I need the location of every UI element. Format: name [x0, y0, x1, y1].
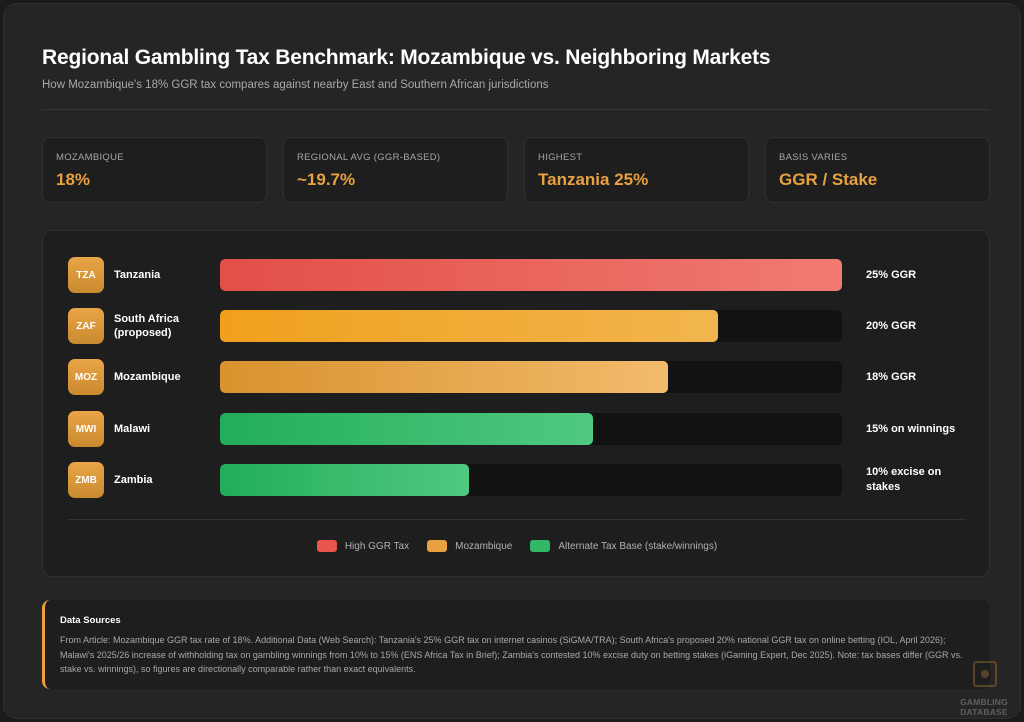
- legend-label: Mozambique: [455, 540, 513, 552]
- data-sources-panel: Data Sources From Article: Mozambique GG…: [42, 600, 990, 689]
- data-label: 20% GGR: [866, 319, 917, 332]
- sources-text: From Article: Mozambique GGR tax rate of…: [60, 635, 963, 674]
- page-subtitle: How Mozambique's 18% GGR tax compares ag…: [42, 79, 549, 91]
- bar-chart: TZA Tanzania 25% GGR ZAF South Africa (propo…: [42, 230, 990, 577]
- data-label: 25% GGR: [866, 268, 917, 281]
- stat-value: ~19.7%: [297, 170, 356, 189]
- bar: [220, 413, 593, 445]
- logo-icon: [973, 661, 997, 687]
- legend-swatch-alternate: [530, 540, 551, 552]
- report-frame: Regional Gambling Tax Benchmark: Mozambi…: [3, 3, 1021, 719]
- stat-card-mozambique: MOZAMBIQUE 18%: [42, 137, 267, 203]
- bar: [220, 361, 668, 393]
- bar-track: [220, 259, 842, 291]
- legend-item-mozambique: Mozambique: [427, 540, 512, 552]
- watermark: GAMBLING DATABASE: [954, 659, 1014, 722]
- country-code-badge: ZAF: [68, 308, 104, 344]
- stat-value: 18%: [56, 170, 91, 189]
- country-code-badge: ZMB: [68, 462, 104, 498]
- bar-row-mwi: MWI Malawi 15% on winnings: [43, 411, 991, 447]
- stat-label: BASIS VARIES: [779, 152, 848, 163]
- stat-value: GGR / Stake: [779, 170, 878, 189]
- legend-item-alternate: Alternate Tax Base (stake/winnings): [530, 540, 717, 552]
- bar-track: [220, 361, 842, 393]
- stat-label: HIGHEST: [538, 152, 583, 163]
- category-label: Tanzania: [114, 269, 161, 281]
- watermark-line1: GAMBLING: [960, 697, 1008, 707]
- bar-row-tza: TZA Tanzania 25% GGR: [43, 257, 991, 293]
- bar: [220, 310, 718, 342]
- stat-label: REGIONAL AVG (GGR-BASED): [297, 152, 441, 163]
- bar-row-moz: MOZ Mozambique 18% GGR: [43, 359, 991, 395]
- header-divider: [42, 109, 990, 110]
- legend-label: Alternate Tax Base (stake/winnings): [558, 540, 718, 552]
- stat-label: MOZAMBIQUE: [56, 152, 124, 163]
- sources-title: Data Sources: [60, 615, 121, 626]
- watermark-line2: DATABASE: [960, 707, 1008, 717]
- legend-label: High GGR Tax: [344, 540, 410, 552]
- stat-card-highest: HIGHEST Tanzania 25%: [524, 137, 749, 203]
- data-label: 15% on winnings: [866, 422, 956, 435]
- stat-card-regional-avg: REGIONAL AVG (GGR-BASED) ~19.7%: [283, 137, 508, 203]
- legend-item-high: High GGR Tax: [316, 540, 410, 552]
- legend-swatch-high: [316, 540, 337, 552]
- chart-legend: High GGR Tax Mozambique Alternate Tax Ba…: [43, 540, 991, 552]
- watermark-text: GAMBLING DATABASE: [954, 697, 1014, 717]
- category-label: South Africa (proposed): [114, 313, 179, 339]
- bar: [220, 464, 469, 496]
- stat-value: Tanzania 25%: [538, 170, 649, 189]
- category-label: Mozambique: [114, 371, 181, 383]
- legend-swatch-mozambique: [427, 540, 448, 552]
- data-label: 10% excise on stakes: [866, 466, 942, 493]
- chart-divider: [68, 519, 966, 520]
- category-label: Zambia: [114, 474, 153, 486]
- bar-track: [220, 464, 842, 496]
- bar-row-zaf: ZAF South Africa (proposed) 20% GGR: [43, 308, 991, 344]
- category-label: Malawi: [114, 423, 151, 435]
- bar-track: [220, 413, 842, 445]
- page-title: Regional Gambling Tax Benchmark: Mozambi…: [42, 46, 771, 69]
- country-code-badge: TZA: [68, 257, 104, 293]
- stat-card-basis: BASIS VARIES GGR / Stake: [765, 137, 990, 203]
- bar-track: [220, 310, 842, 342]
- country-code-badge: MWI: [68, 411, 104, 447]
- bar: [220, 259, 842, 291]
- bar-row-zmb: ZMB Zambia 10% excise on stakes: [43, 462, 991, 498]
- country-code-badge: MOZ: [68, 359, 104, 395]
- data-label: 18% GGR: [866, 370, 917, 383]
